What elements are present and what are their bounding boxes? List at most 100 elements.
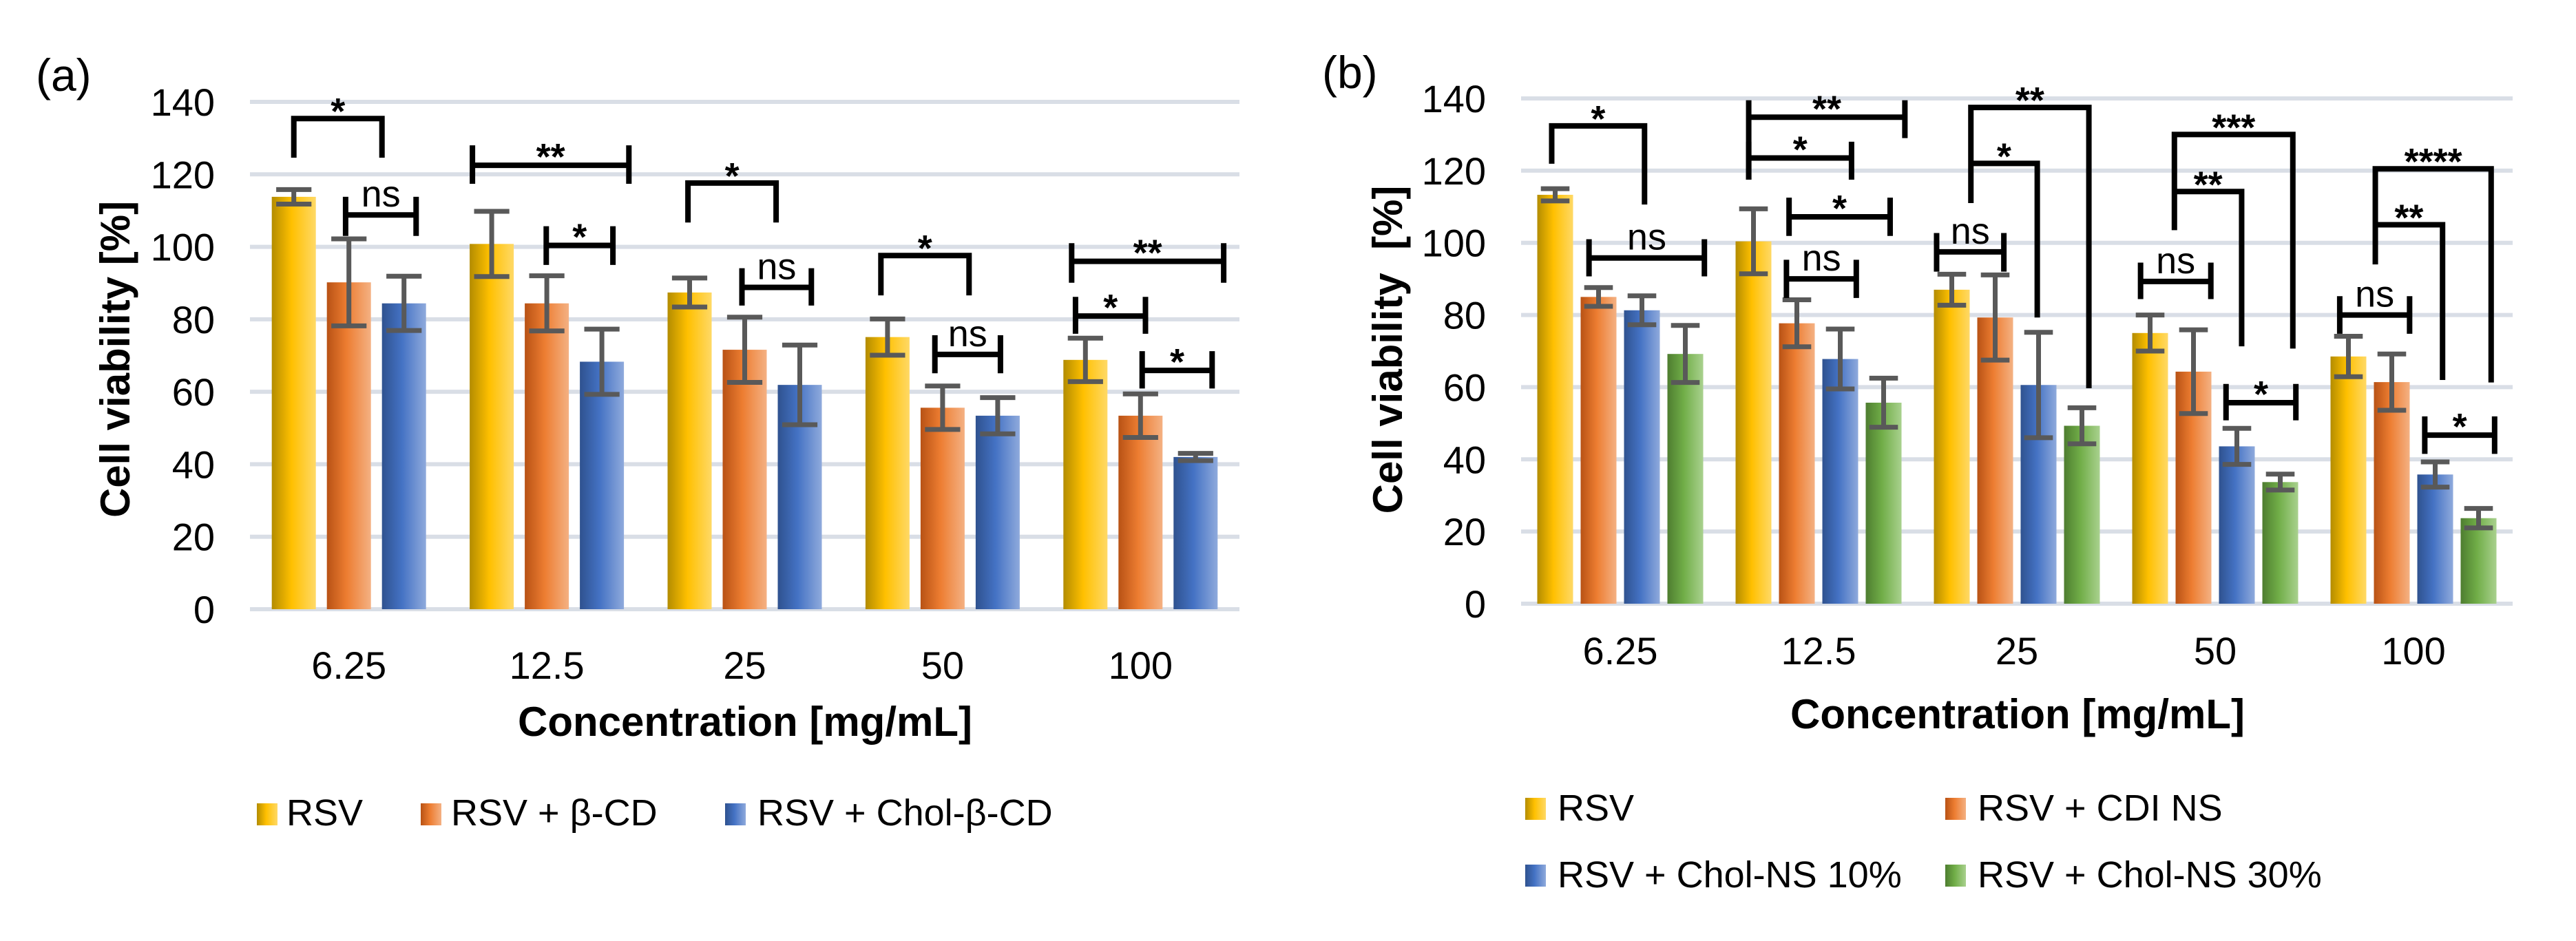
significance-bracket: *: [1072, 287, 1149, 334]
significance-bracket: **: [1746, 88, 1908, 180]
y-tick-label: 40: [1443, 438, 1486, 481]
significance-label: *: [918, 228, 932, 269]
bar: [2262, 482, 2298, 604]
error-bar: [2464, 506, 2493, 531]
significance-label: ns: [1627, 217, 1666, 258]
x-tick-label: 50: [921, 644, 964, 687]
significance-bracket: ns: [739, 246, 815, 306]
error-bar: [331, 236, 367, 328]
panel-a-x-axis-title: Concentration [mg/mL]: [518, 699, 972, 745]
legend-label: RSV: [286, 792, 363, 834]
panel-a-label: (a): [36, 50, 92, 101]
error-bar: [2222, 425, 2252, 467]
legend-swatch: [257, 803, 278, 825]
error-bar: [2067, 405, 2097, 447]
legend-label: RSV + CDI NS: [1978, 787, 2223, 829]
error-bar: [671, 275, 708, 310]
significance-label: **: [536, 136, 565, 178]
y-tick-label: 80: [172, 298, 215, 341]
panel-b-y-ticks: 0 20 40 60 80 100 120 140: [1422, 77, 1486, 626]
significance-bracket: *: [2223, 374, 2299, 421]
error-bar: [1869, 375, 1898, 430]
error-bar: [584, 326, 620, 397]
error-bar: [726, 315, 763, 385]
bar: [525, 303, 569, 609]
significance-bracket: *: [1549, 98, 1648, 205]
legend-swatch: [1945, 865, 1966, 887]
error-bar: [1980, 272, 2010, 363]
error-bar: [980, 395, 1016, 436]
error-bar: [2179, 327, 2208, 416]
error-bar: [870, 316, 905, 358]
significance-label: ns: [757, 246, 796, 288]
bar: [1667, 354, 1704, 604]
significance-bracket: *: [685, 156, 779, 223]
y-tick-label: 60: [172, 370, 215, 414]
significance-label: ns: [2156, 240, 2195, 282]
significance-label: ns: [1802, 237, 1841, 279]
panel-a-y-axis-title: Cell viability [%]: [92, 201, 138, 518]
error-bar: [2135, 313, 2165, 354]
bar: [1865, 402, 1902, 604]
significance-label: **: [2015, 80, 2044, 121]
significance-bracket: **: [2375, 198, 2446, 380]
legend-item: RSV: [1525, 787, 1634, 829]
legend-label: RSV + Chol-β-CD: [757, 792, 1053, 834]
legend-label: RSV: [1558, 787, 1634, 829]
bar: [2219, 446, 2255, 604]
x-tick-label: 12.5: [1781, 629, 1856, 673]
x-tick-label: 12.5: [510, 644, 585, 687]
error-bar: [1540, 186, 1570, 204]
significance-label: **: [2194, 164, 2223, 205]
error-bar: [2334, 334, 2363, 379]
bar: [326, 282, 371, 609]
error-bar: [529, 273, 565, 334]
error-bar: [2420, 459, 2450, 490]
panel-b-significance: *ns****ns***ns*****ns*******ns*: [1549, 80, 2498, 454]
y-tick-label: 120: [151, 153, 215, 196]
bar: [1580, 297, 1617, 604]
x-tick-label: 100: [1109, 644, 1173, 687]
significance-bracket: **: [1968, 80, 2092, 389]
significance-label: ***: [2212, 107, 2255, 148]
significance-label: ****: [2405, 141, 2462, 182]
significance-label: **: [1812, 88, 1841, 129]
significance-bracket: *: [1139, 341, 1215, 389]
bar: [2330, 356, 2367, 604]
y-tick-label: 100: [151, 226, 215, 269]
bar: [2460, 518, 2497, 604]
legend-item: RSV + Chol-NS 10%: [1525, 854, 1902, 896]
bar: [1934, 289, 1970, 604]
x-tick-label: 6.25: [1583, 629, 1658, 673]
significance-label: *: [2453, 406, 2467, 447]
significance-bracket: ****: [2372, 141, 2494, 383]
error-bar: [1782, 297, 1812, 350]
error-bar: [1067, 335, 1103, 384]
x-tick-label: 6.25: [311, 644, 386, 687]
bar: [2374, 382, 2410, 604]
x-tick-label: 25: [723, 644, 766, 687]
error-bar: [2377, 351, 2407, 413]
significance-bracket: *: [1746, 129, 1854, 180]
significance-label: *: [2254, 374, 2268, 415]
bar: [2132, 332, 2168, 604]
y-tick-label: 0: [1465, 582, 1486, 626]
panel-b-label: (b): [1322, 47, 1378, 98]
legend-label: RSV + Chol-NS 10%: [1558, 854, 1902, 896]
y-tick-label: 20: [172, 516, 215, 559]
bar: [580, 361, 625, 609]
significance-label: ns: [948, 313, 987, 355]
bar: [667, 292, 712, 609]
bar: [1173, 456, 1218, 609]
error-bar: [925, 383, 961, 432]
bar: [1118, 415, 1163, 609]
significance-bracket: ns: [342, 173, 419, 236]
x-tick-label: 100: [2381, 629, 2445, 673]
significance-bracket: *: [2422, 406, 2498, 454]
y-tick-label: 140: [1422, 77, 1486, 120]
y-tick-label: 20: [1443, 510, 1486, 553]
significance-label: *: [1832, 188, 1847, 229]
bar: [1624, 310, 1660, 604]
bar: [722, 350, 767, 609]
